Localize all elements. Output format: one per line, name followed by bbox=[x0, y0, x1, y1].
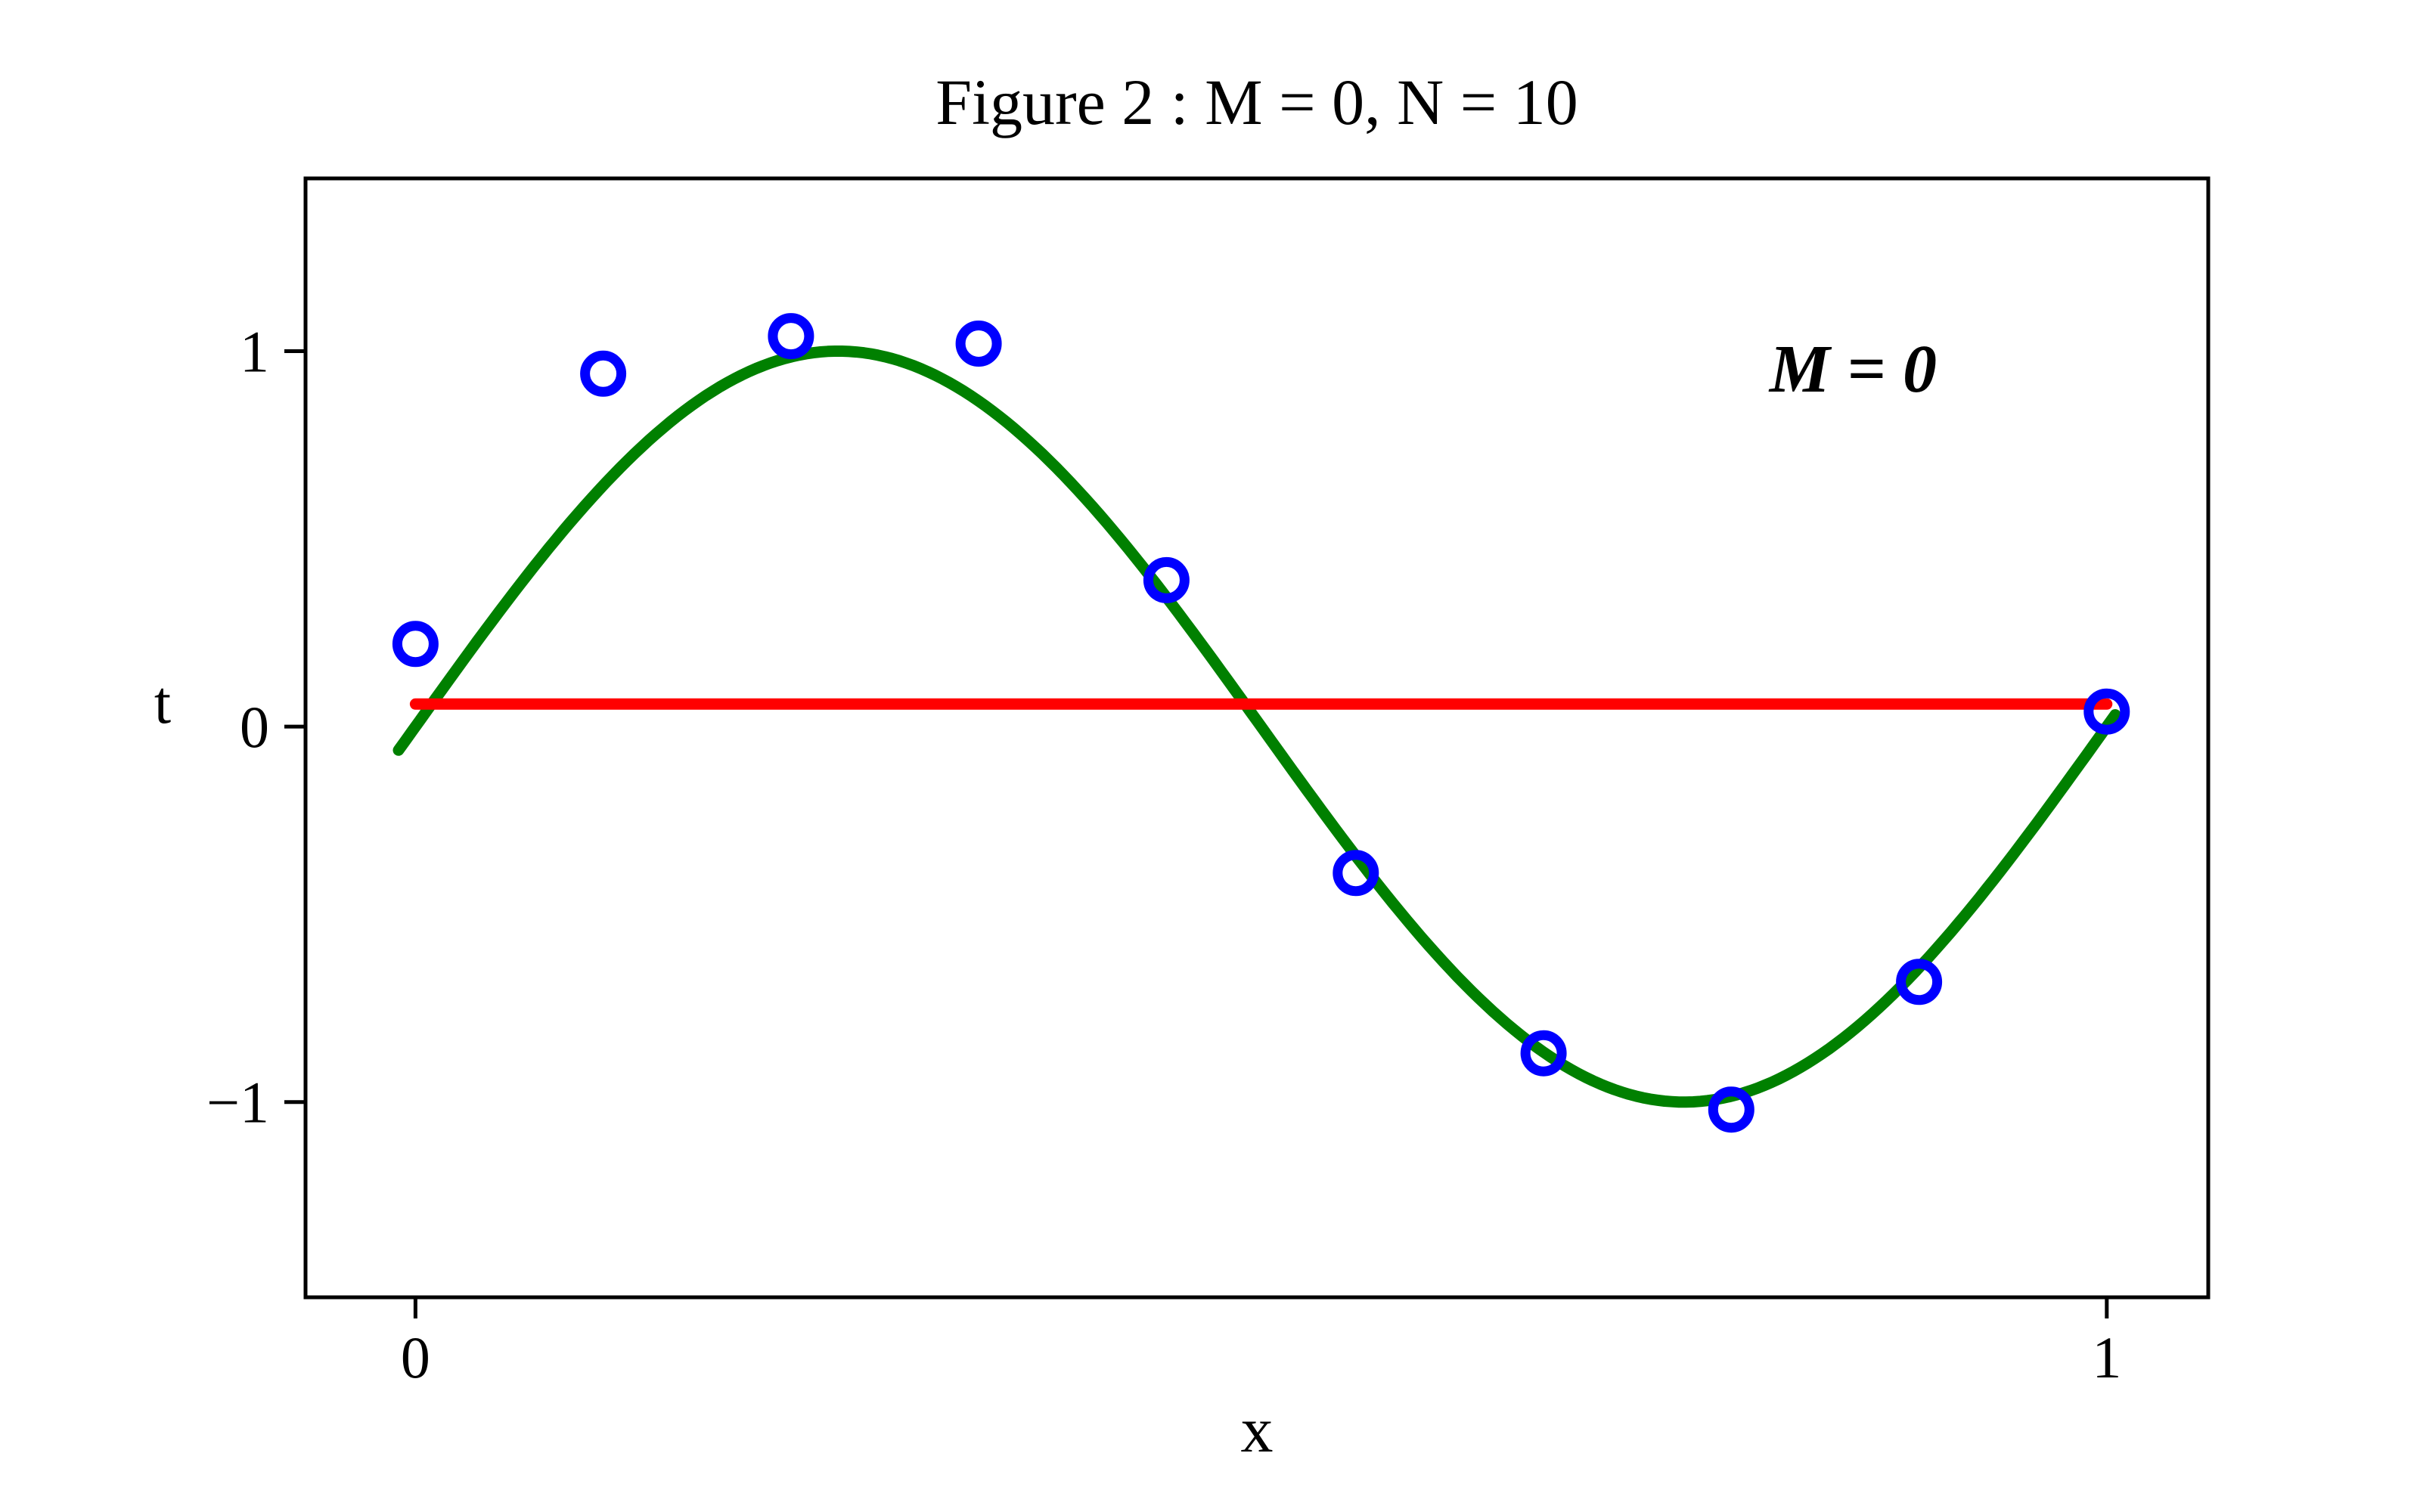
y-tick-label: 1 bbox=[240, 318, 269, 384]
data-point-marker bbox=[1333, 850, 1379, 897]
y-tick-label: −1 bbox=[206, 1070, 269, 1136]
x-axis-label: x bbox=[1240, 1393, 1274, 1466]
data-point-marker bbox=[1143, 556, 1190, 603]
plot-border bbox=[303, 176, 2211, 1300]
data-point-marker bbox=[1896, 959, 1943, 1005]
chart-title: Figure 2 : M = 0, N = 10 bbox=[935, 66, 1578, 138]
true-function-curve bbox=[392, 345, 2121, 1108]
x-tick-label: 1 bbox=[2092, 1325, 2121, 1390]
y-tick-label: 0 bbox=[240, 694, 269, 760]
x-tick-label: 0 bbox=[401, 1325, 430, 1390]
y-axis-label: t bbox=[154, 670, 172, 736]
data-point-marker bbox=[2083, 688, 2130, 735]
data-point-marker bbox=[955, 321, 1002, 367]
data-point-marker bbox=[768, 313, 814, 360]
data-point-marker bbox=[580, 350, 627, 397]
data-point-marker bbox=[1520, 1030, 1567, 1077]
data-point-marker bbox=[392, 621, 439, 668]
data-point-marker bbox=[1708, 1086, 1754, 1133]
annotation-text: M = 0 bbox=[1769, 332, 1937, 407]
